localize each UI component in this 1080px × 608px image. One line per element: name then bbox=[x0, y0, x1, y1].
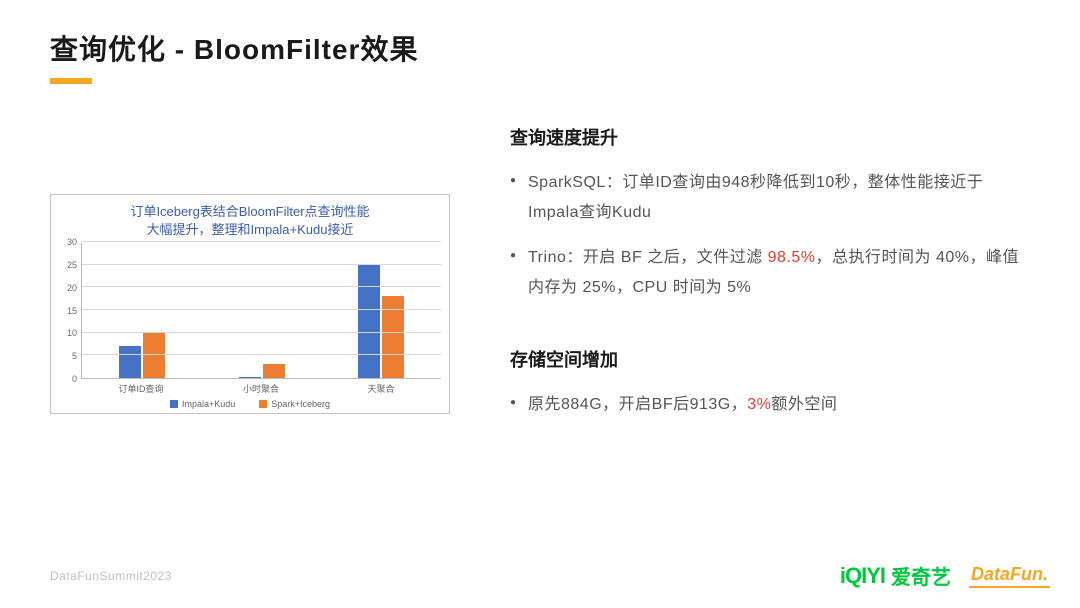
gridline bbox=[82, 309, 441, 310]
bar bbox=[358, 265, 380, 378]
iqiyi-logo: iQIYI 爱奇艺 bbox=[840, 561, 951, 590]
legend-item: Spark+Iceberg bbox=[259, 399, 330, 409]
gridline bbox=[82, 286, 441, 287]
datafun-logo: DataFun. bbox=[969, 564, 1050, 588]
footer-logos: iQIYI 爱奇艺 DataFun. bbox=[840, 561, 1050, 590]
bar-group bbox=[202, 242, 322, 378]
y-tick: 25 bbox=[67, 260, 77, 270]
gridline bbox=[82, 332, 441, 333]
bars-layer bbox=[82, 242, 441, 378]
chart-legend: Impala+Kudu Spark+Iceberg bbox=[59, 395, 441, 409]
legend-item: Impala+Kudu bbox=[170, 399, 235, 409]
y-axis: 051015202530 bbox=[59, 242, 81, 379]
content-row: 订单Iceberg表结合BloomFilter点查询性能 大幅提升，整理和Imp… bbox=[50, 124, 1030, 434]
x-label: 天聚合 bbox=[321, 379, 441, 395]
footer: DataFunSummit2023 iQIYI 爱奇艺 DataFun. bbox=[50, 561, 1050, 590]
y-tick: 0 bbox=[72, 374, 77, 384]
y-tick: 15 bbox=[67, 306, 77, 316]
section2-heading: 存储空间增加 bbox=[510, 346, 1030, 372]
y-tick: 20 bbox=[67, 283, 77, 293]
x-axis-labels: 订单ID查询小时聚合天聚合 bbox=[81, 379, 441, 395]
chart-title: 订单Iceberg表结合BloomFilter点查询性能 大幅提升，整理和Imp… bbox=[59, 201, 441, 242]
y-tick: 10 bbox=[67, 328, 77, 338]
page-title: 查询优化 - BloomFilter效果 bbox=[50, 28, 1030, 68]
bar bbox=[239, 377, 261, 378]
chart-title-line2: 大幅提升，整理和Impala+Kudu接近 bbox=[147, 222, 354, 237]
legend-swatch bbox=[170, 400, 178, 408]
iqiyi-mark: iQIYI bbox=[840, 563, 885, 589]
gridline bbox=[82, 354, 441, 355]
bullet-trino-highlight: 98.5% bbox=[768, 249, 816, 266]
chart-column: 订单Iceberg表结合BloomFilter点查询性能 大幅提升，整理和Imp… bbox=[50, 124, 470, 434]
section1-bullets: SparkSQL：订单ID查询由948秒降低到10秒，整体性能接近于Impala… bbox=[510, 168, 1030, 304]
bullet-storage-highlight: 3% bbox=[747, 396, 771, 413]
text-column: 查询速度提升 SparkSQL：订单ID查询由948秒降低到10秒，整体性能接近… bbox=[510, 124, 1030, 434]
bar bbox=[263, 364, 285, 378]
footer-event: DataFunSummit2023 bbox=[50, 569, 172, 583]
legend-swatch bbox=[259, 400, 267, 408]
bullet-sparksql: SparkSQL：订单ID查询由948秒降低到10秒，整体性能接近于Impala… bbox=[510, 168, 1030, 229]
iqiyi-cn: 爱奇艺 bbox=[891, 561, 951, 590]
y-tick: 5 bbox=[72, 351, 77, 361]
chart-container: 订单Iceberg表结合BloomFilter点查询性能 大幅提升，整理和Imp… bbox=[50, 194, 450, 414]
bullet-storage-pre: 原先884G，开启BF后913G， bbox=[528, 396, 747, 413]
gridline bbox=[82, 264, 441, 265]
legend-label: Impala+Kudu bbox=[182, 399, 235, 409]
legend-label: Spark+Iceberg bbox=[271, 399, 330, 409]
y-tick: 30 bbox=[67, 237, 77, 247]
bullet-trino: Trino：开启 BF 之后，文件过滤 98.5%，总执行时间为 40%，峰值内… bbox=[510, 243, 1030, 304]
section2-bullets: 原先884G，开启BF后913G，3%额外空间 bbox=[510, 390, 1030, 420]
title-underline bbox=[50, 78, 92, 84]
bullet-storage: 原先884G，开启BF后913G，3%额外空间 bbox=[510, 390, 1030, 420]
bar bbox=[119, 346, 141, 378]
plot: 051015202530 bbox=[59, 242, 441, 379]
bullet-storage-post: 额外空间 bbox=[771, 396, 837, 413]
chart-title-line1: 订单Iceberg表结合BloomFilter点查询性能 bbox=[130, 204, 369, 219]
gridline bbox=[82, 241, 441, 242]
x-label: 订单ID查询 bbox=[81, 379, 201, 395]
plot-area: 051015202530 订单ID查询小时聚合天聚合 Impala+KuduSp… bbox=[59, 242, 441, 409]
x-label: 小时聚合 bbox=[201, 379, 321, 395]
bullet-trino-pre: Trino：开启 BF 之后，文件过滤 bbox=[528, 249, 768, 266]
bar-group bbox=[321, 242, 441, 378]
section1-heading: 查询速度提升 bbox=[510, 124, 1030, 150]
grid-plot bbox=[81, 242, 441, 379]
bar-group bbox=[82, 242, 202, 378]
